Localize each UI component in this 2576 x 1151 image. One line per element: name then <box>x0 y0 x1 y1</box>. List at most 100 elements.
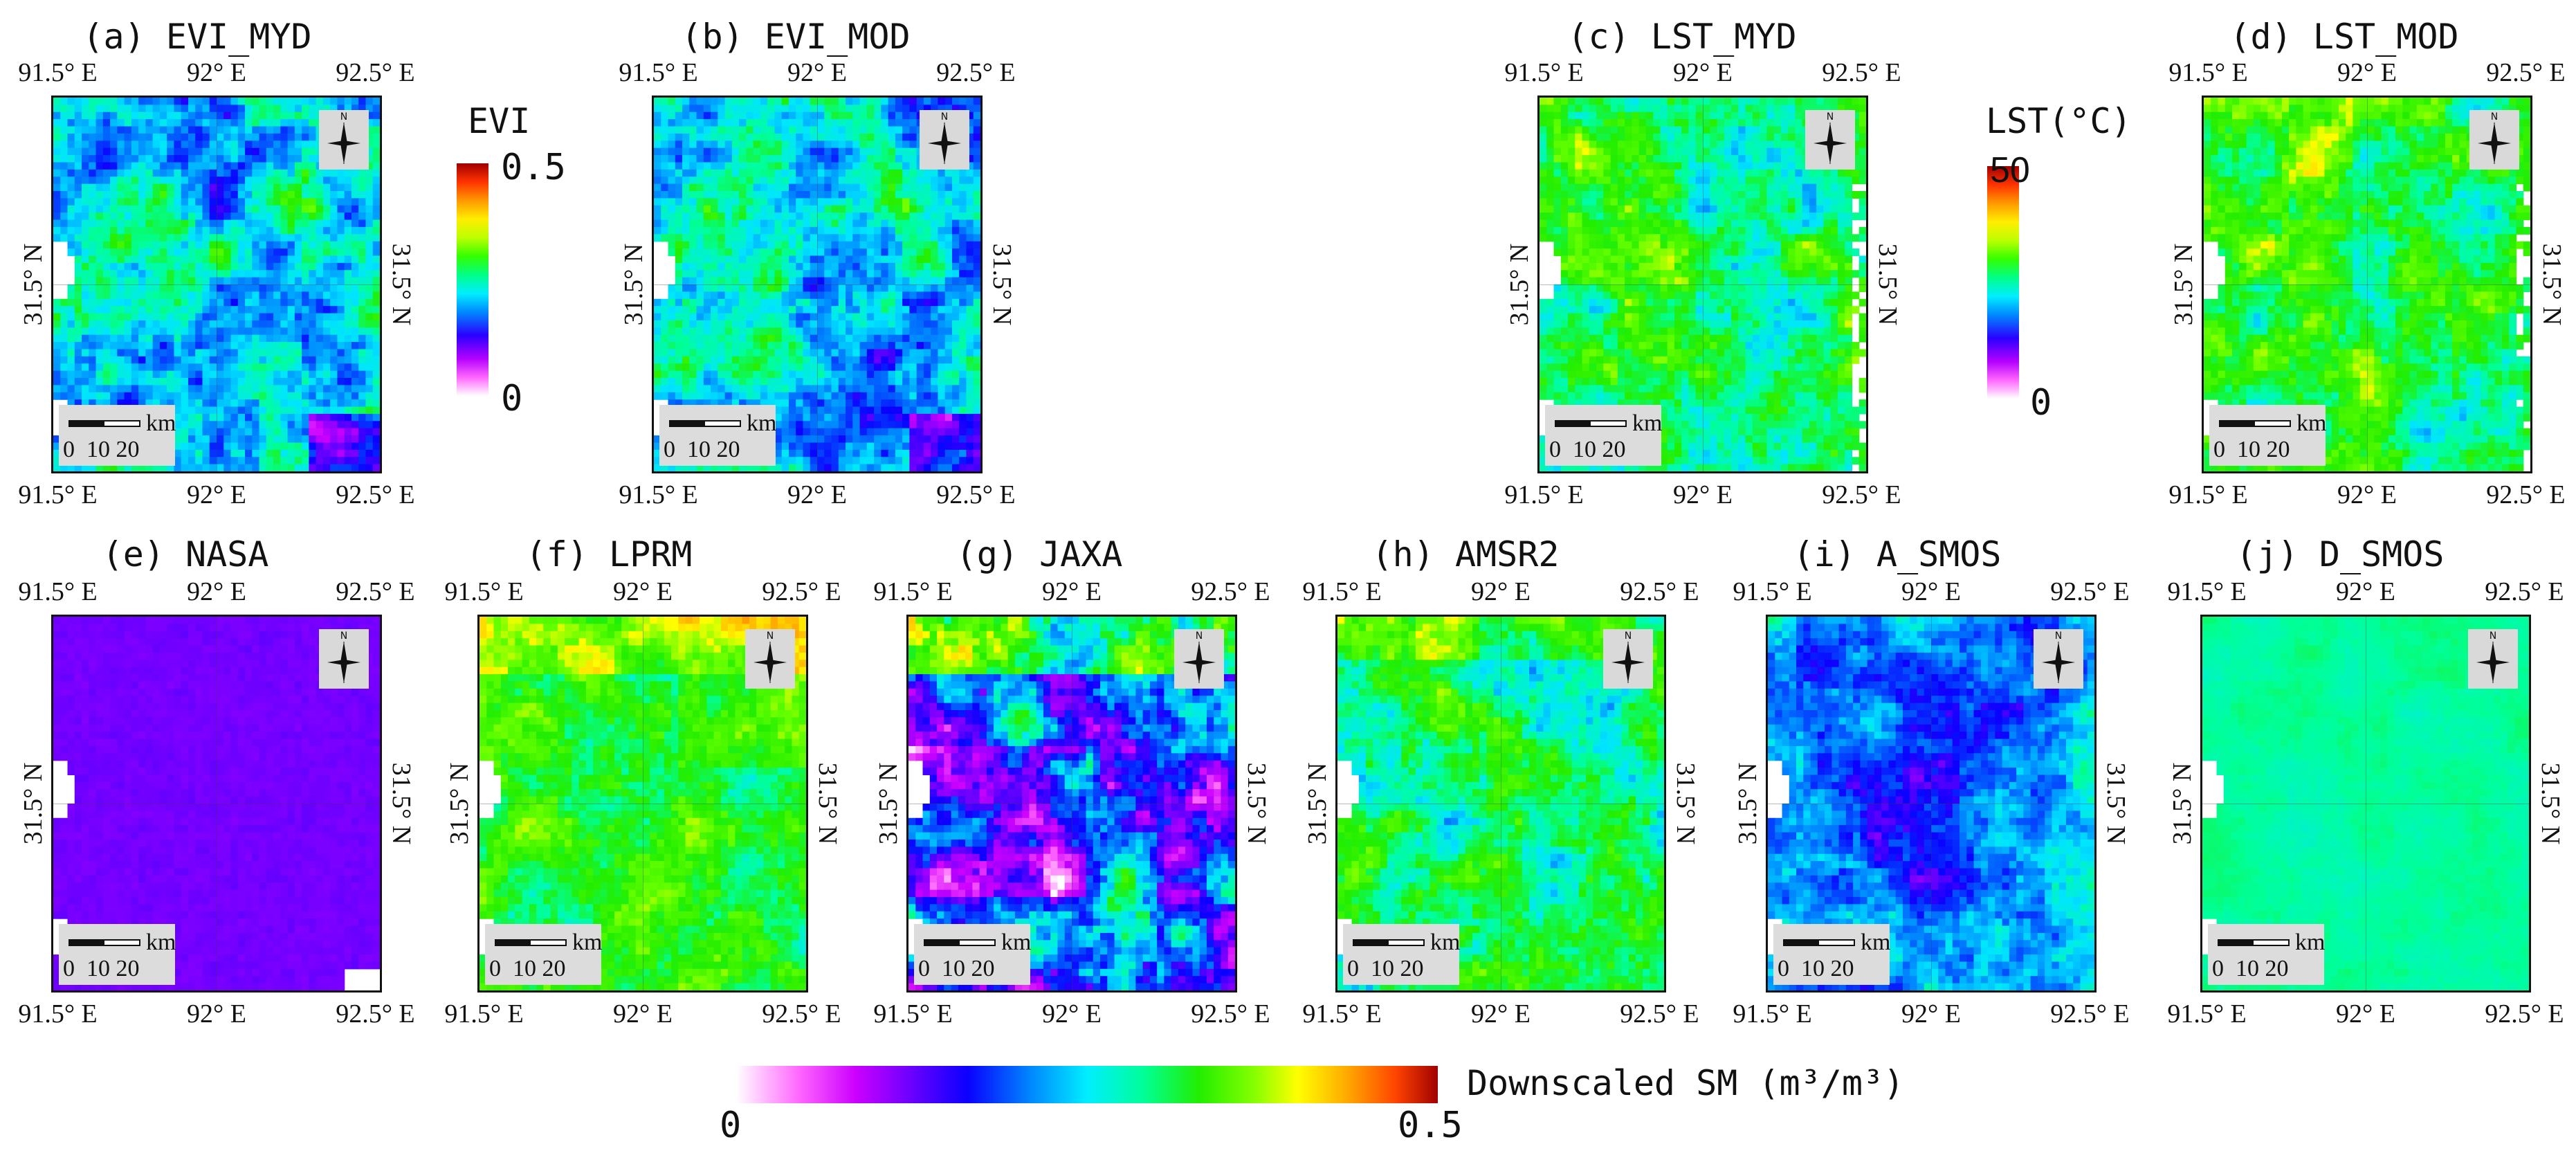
axis-tick <box>57 473 60 480</box>
lat-tick-label-right: 31.5° N <box>1242 759 1271 848</box>
lat-tick-label-right: 31.5° N <box>387 759 416 848</box>
lon-tick-label-bottom: 92° E <box>2337 482 2397 508</box>
lat-tick-label-left: 31.5° N <box>445 759 474 848</box>
lon-tick-label-bottom: 91.5° E <box>18 1001 97 1027</box>
scale-bar-labels: 0 10 20 <box>1549 437 1626 463</box>
scale-bar: km 0 10 20 <box>485 924 602 985</box>
map-raster-f: N km 0 10 20 <box>477 615 808 993</box>
scale-bar-unit: km <box>747 410 776 437</box>
lat-tick-label-right: 31.5° N <box>1873 240 1902 329</box>
axis-tick <box>1342 608 1344 615</box>
scale-bar: km 0 10 20 <box>1343 924 1460 985</box>
lon-tick-label-bottom: 92.5° E <box>2485 1001 2564 1027</box>
lon-tick-label-top: 91.5° E <box>444 579 523 605</box>
axis-tick <box>44 803 51 805</box>
panel-title: (b) EVI_MOD <box>681 19 910 54</box>
lat-tick-label-left: 31.5° N <box>19 759 48 848</box>
graticule-line <box>2367 98 2368 471</box>
axis-tick <box>1659 993 1661 999</box>
lon-tick-label-bottom: 91.5° E <box>873 1001 952 1027</box>
lst-colorbar-label: LST(°C) <box>1986 104 2132 138</box>
axis-tick <box>2532 284 2539 286</box>
axis-tick <box>2089 608 2091 615</box>
axis-tick <box>2366 473 2368 480</box>
axis-tick <box>1544 473 1546 480</box>
axis-tick <box>1500 993 1502 999</box>
scale-bar-labels: 0 10 20 <box>2213 437 2290 463</box>
scale-bar: km 0 10 20 <box>2209 405 2326 466</box>
axis-tick <box>642 993 644 999</box>
evi-colorbar-gradient <box>457 163 488 396</box>
lon-tick-label-top: 92.5° E <box>2485 579 2564 605</box>
north-arrow-icon: N <box>1603 629 1653 689</box>
raster-grid <box>479 617 806 990</box>
map-raster-b: N km 0 10 20 <box>652 96 983 473</box>
scale-bar-unit: km <box>2295 930 2325 956</box>
axis-tick <box>57 89 60 96</box>
panel-title: (c) LST_MYD <box>1567 19 1796 54</box>
scale-bar: km 0 10 20 <box>59 405 176 466</box>
lon-tick-label-bottom: 92.5° E <box>336 482 414 508</box>
axis-tick <box>471 803 477 805</box>
axis-tick <box>57 608 60 615</box>
lon-tick-label-top: 92° E <box>1673 60 1733 86</box>
axis-tick <box>216 608 218 615</box>
axis-tick <box>1868 284 1875 286</box>
map-raster-e: N km 0 10 20 <box>51 615 382 993</box>
scale-bar-unit: km <box>1632 410 1662 437</box>
lon-tick-label-top: 92.5° E <box>2486 60 2565 86</box>
axis-tick <box>645 284 652 286</box>
scale-bar-unit: km <box>2296 410 2326 437</box>
axis-tick <box>216 993 218 999</box>
lat-tick-label-left: 31.5° N <box>2169 240 2198 329</box>
axis-tick <box>2523 608 2525 615</box>
lon-tick-label-bottom: 91.5° E <box>1733 1001 1811 1027</box>
scale-bar-unit: km <box>146 930 176 956</box>
lon-tick-label-top: 91.5° E <box>18 579 97 605</box>
lat-tick-label-right: 31.5° N <box>387 240 416 329</box>
lon-tick-label-bottom: 91.5° E <box>444 1001 523 1027</box>
lon-tick-label-top: 92.5° E <box>762 579 841 605</box>
axis-tick <box>1702 89 1704 96</box>
axis-tick <box>2193 803 2200 805</box>
lon-tick-label-top: 92.5° E <box>336 60 414 86</box>
north-arrow-icon: N <box>920 110 969 170</box>
scale-bar-labels: 0 10 20 <box>63 437 140 463</box>
axis-tick <box>642 608 644 615</box>
axis-tick <box>1071 993 1073 999</box>
panel-title: (i) A_SMOS <box>1793 537 2001 572</box>
map-raster-i: N km 0 10 20 <box>1766 615 2097 993</box>
graticule-line <box>654 284 980 285</box>
scale-bar-unit: km <box>1861 930 1890 956</box>
graticule-line <box>2204 284 2530 285</box>
axis-tick <box>1544 89 1546 96</box>
scale-bar-labels: 0 10 20 <box>664 437 740 463</box>
axis-tick <box>1772 993 1774 999</box>
lat-tick-label-left: 31.5° N <box>1303 759 1332 848</box>
lon-tick-label-bottom: 92.5° E <box>936 482 1015 508</box>
map-raster-a: N km 0 10 20 <box>51 96 382 473</box>
axis-tick <box>2097 803 2103 805</box>
lat-tick-label-left: 31.5° N <box>19 240 48 329</box>
lon-tick-label-top: 92° E <box>1901 579 1961 605</box>
lst-colorbar-min: 0 <box>2030 385 2052 421</box>
axis-tick <box>2531 803 2538 805</box>
lat-tick-label-left: 31.5° N <box>874 759 903 848</box>
axis-tick <box>2195 284 2202 286</box>
lon-tick-label-bottom: 92° E <box>787 482 847 508</box>
axis-tick <box>913 993 915 999</box>
lon-tick-label-top: 92.5° E <box>1822 60 1901 86</box>
axis-tick <box>484 608 486 615</box>
lon-tick-label-top: 91.5° E <box>2167 579 2246 605</box>
panel-title: (g) JAXA <box>956 537 1123 572</box>
lon-tick-label-top: 92° E <box>787 60 847 86</box>
lon-tick-label-top: 91.5° E <box>619 60 697 86</box>
lon-tick-label-top: 91.5° E <box>2168 60 2247 86</box>
raster-grid <box>2202 617 2529 990</box>
axis-tick <box>2207 608 2209 615</box>
lon-tick-label-bottom: 92.5° E <box>336 1001 414 1027</box>
map-raster-g: N km 0 10 20 <box>906 615 1237 993</box>
lon-tick-label-bottom: 92° E <box>187 482 246 508</box>
scale-bar-labels: 0 10 20 <box>2212 956 2289 982</box>
axis-tick <box>2523 993 2525 999</box>
